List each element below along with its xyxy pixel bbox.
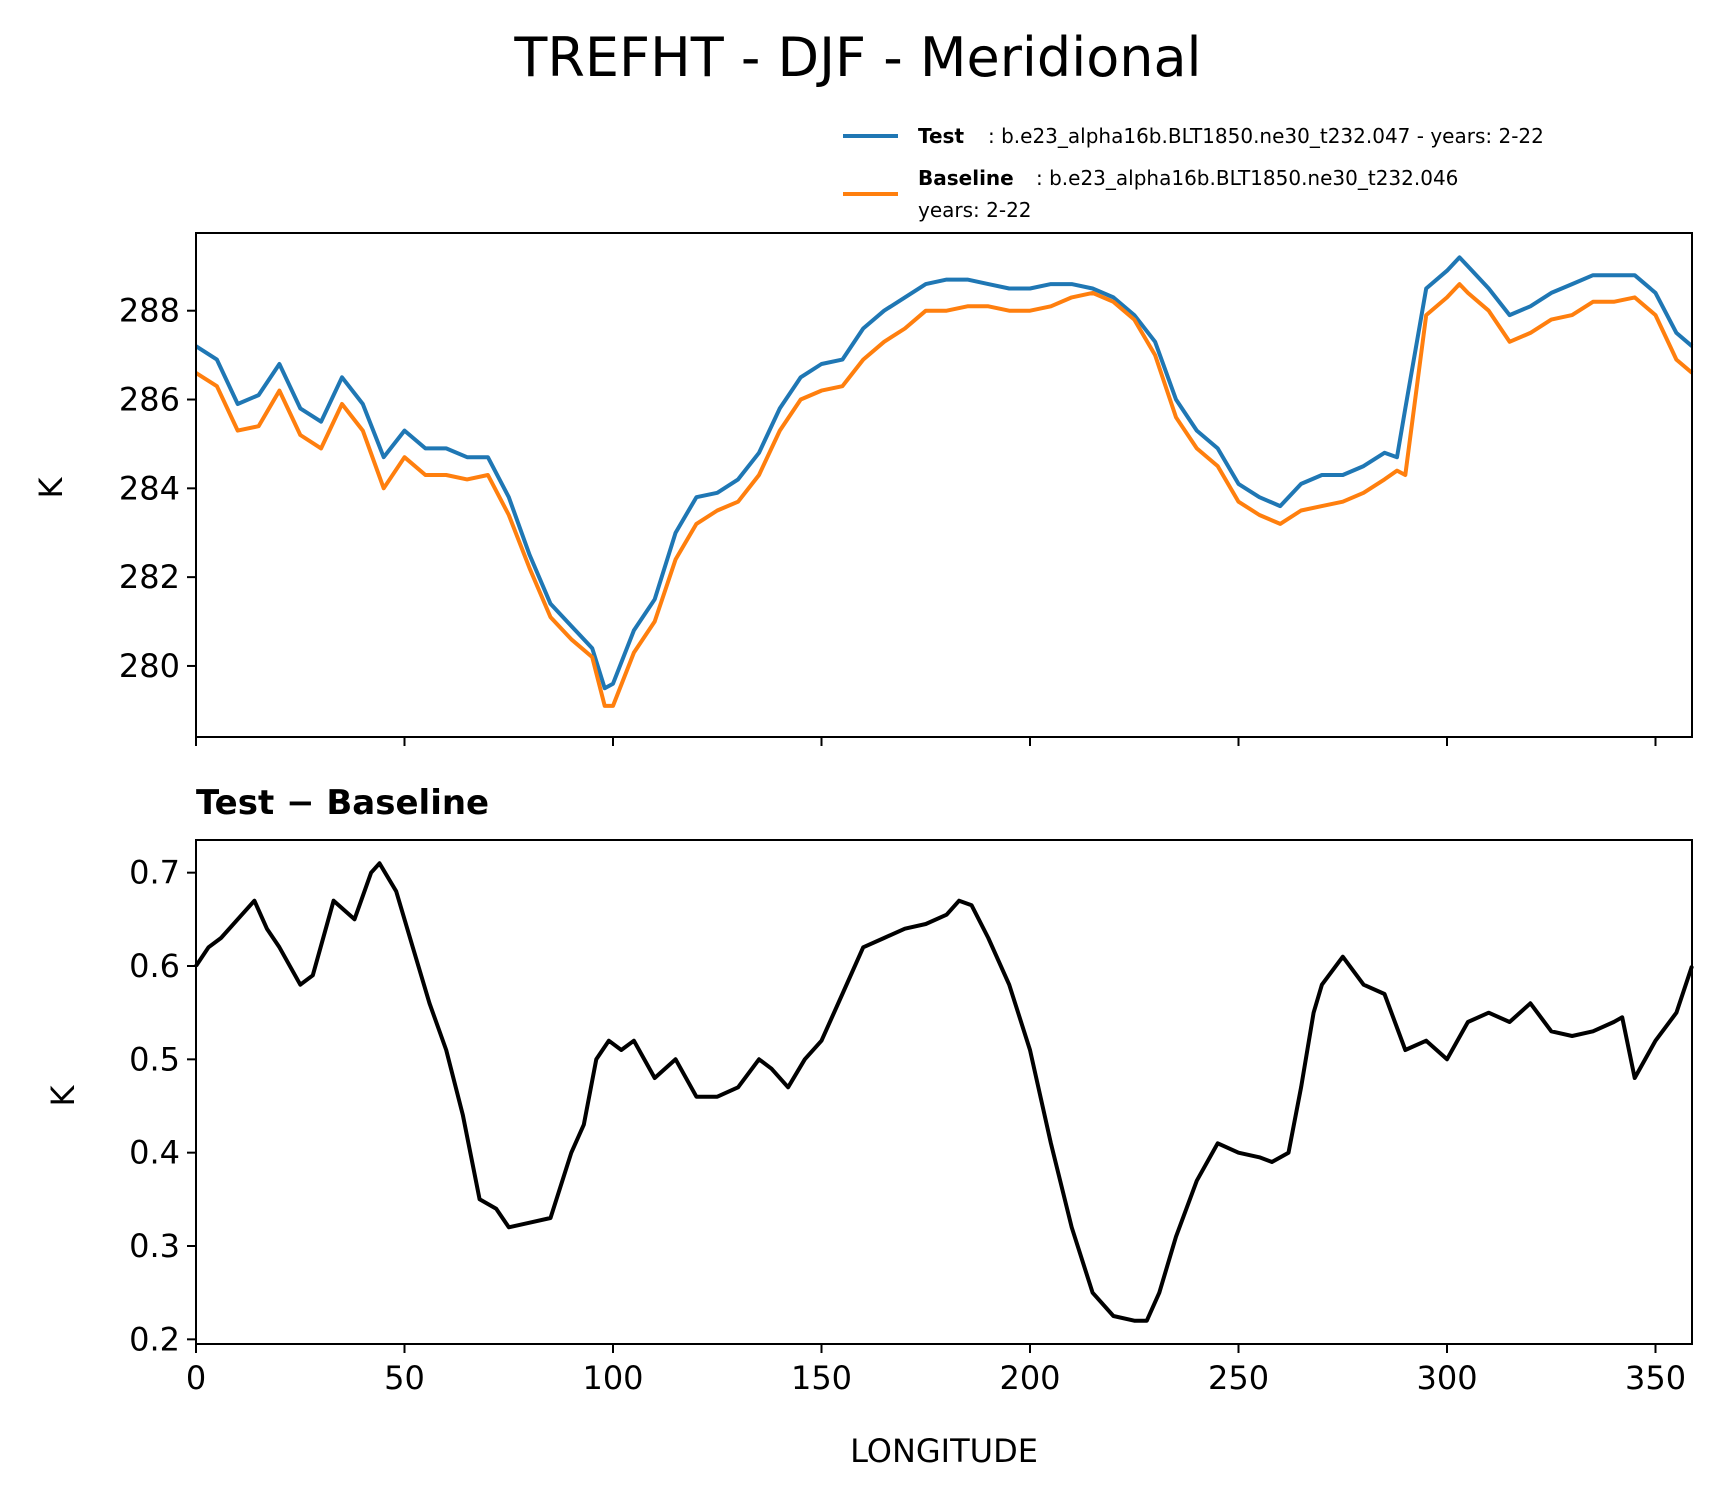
top-y-tick-label: 284 [119,469,180,507]
bottom-y-ticks: 0.2 0.3 0.4 0.5 0.6 0.7 [129,854,196,1358]
bottom-x-label: LONGITUDE [850,1432,1038,1470]
legend-test-text: : b.e23_alpha16b.BLT1850.ne30_t232.047 -… [988,124,1544,148]
bottom-x-tick-label: 200 [999,1359,1060,1397]
top-x-ticks [195,737,1657,746]
top-y-tick-label: 288 [119,292,180,330]
legend-baseline-text: : b.e23_alpha16b.BLT1850.ne30_t232.046 [1036,166,1458,190]
bottom-y-label: K [44,1084,82,1106]
legend-baseline-label: Baseline [918,166,1014,190]
bottom-x-tick-label: 250 [1208,1359,1269,1397]
bottom-axes-frame [195,839,1693,1345]
top-axes: 280 282 284 286 288 K [32,232,1694,746]
bottom-x-tick-label: 350 [1625,1359,1686,1397]
bottom-y-tick-label: 0.7 [129,854,180,892]
bottom-y-tick-label: 0.5 [129,1040,180,1078]
top-series-line-baseline [194,282,1694,708]
top-y-tick-label: 282 [119,558,180,596]
bottom-x-tick-label: 300 [1416,1359,1477,1397]
legend: Test : b.e23_alpha16b.BLT1850.ne30_t232.… [843,124,1544,222]
top-series-line-test [194,255,1694,691]
bottom-x-tick-label: 0 [186,1359,206,1397]
top-y-ticks: 280 282 284 286 288 [119,292,196,685]
legend-baseline-years: years: 2-22 [918,198,1032,222]
top-y-tick-label: 280 [119,647,180,685]
bottom-x-tick-label: 50 [384,1359,425,1397]
bottom-y-tick-label: 0.6 [129,947,180,985]
bottom-y-tick-label: 0.4 [129,1134,180,1172]
bottom-axes: 0.2 0.3 0.4 0.5 0.6 0.7 0 50 100 150 200 250 300 350… [44,839,1694,1470]
bottom-series-lines [194,861,1694,1323]
bottom-x-tick-label: 100 [582,1359,643,1397]
bottom-x-ticks: 0 50 100 150 200 250 300 350 [186,1344,1686,1397]
top-y-tick-label: 286 [119,381,180,419]
bottom-axes-title: Test − Baseline [196,783,489,823]
top-y-label: K [32,476,70,498]
bottom-y-tick-label: 0.3 [129,1227,180,1265]
legend-test-label: Test [918,124,964,148]
bottom-x-tick-label: 150 [791,1359,852,1397]
top-series-lines [194,255,1694,708]
top-axes-frame [195,232,1693,738]
bottom-series-line-test-baseline [194,861,1694,1323]
bottom-y-tick-label: 0.2 [129,1320,180,1358]
figure-title: TREFHT - DJF - Meridional [513,26,1201,89]
